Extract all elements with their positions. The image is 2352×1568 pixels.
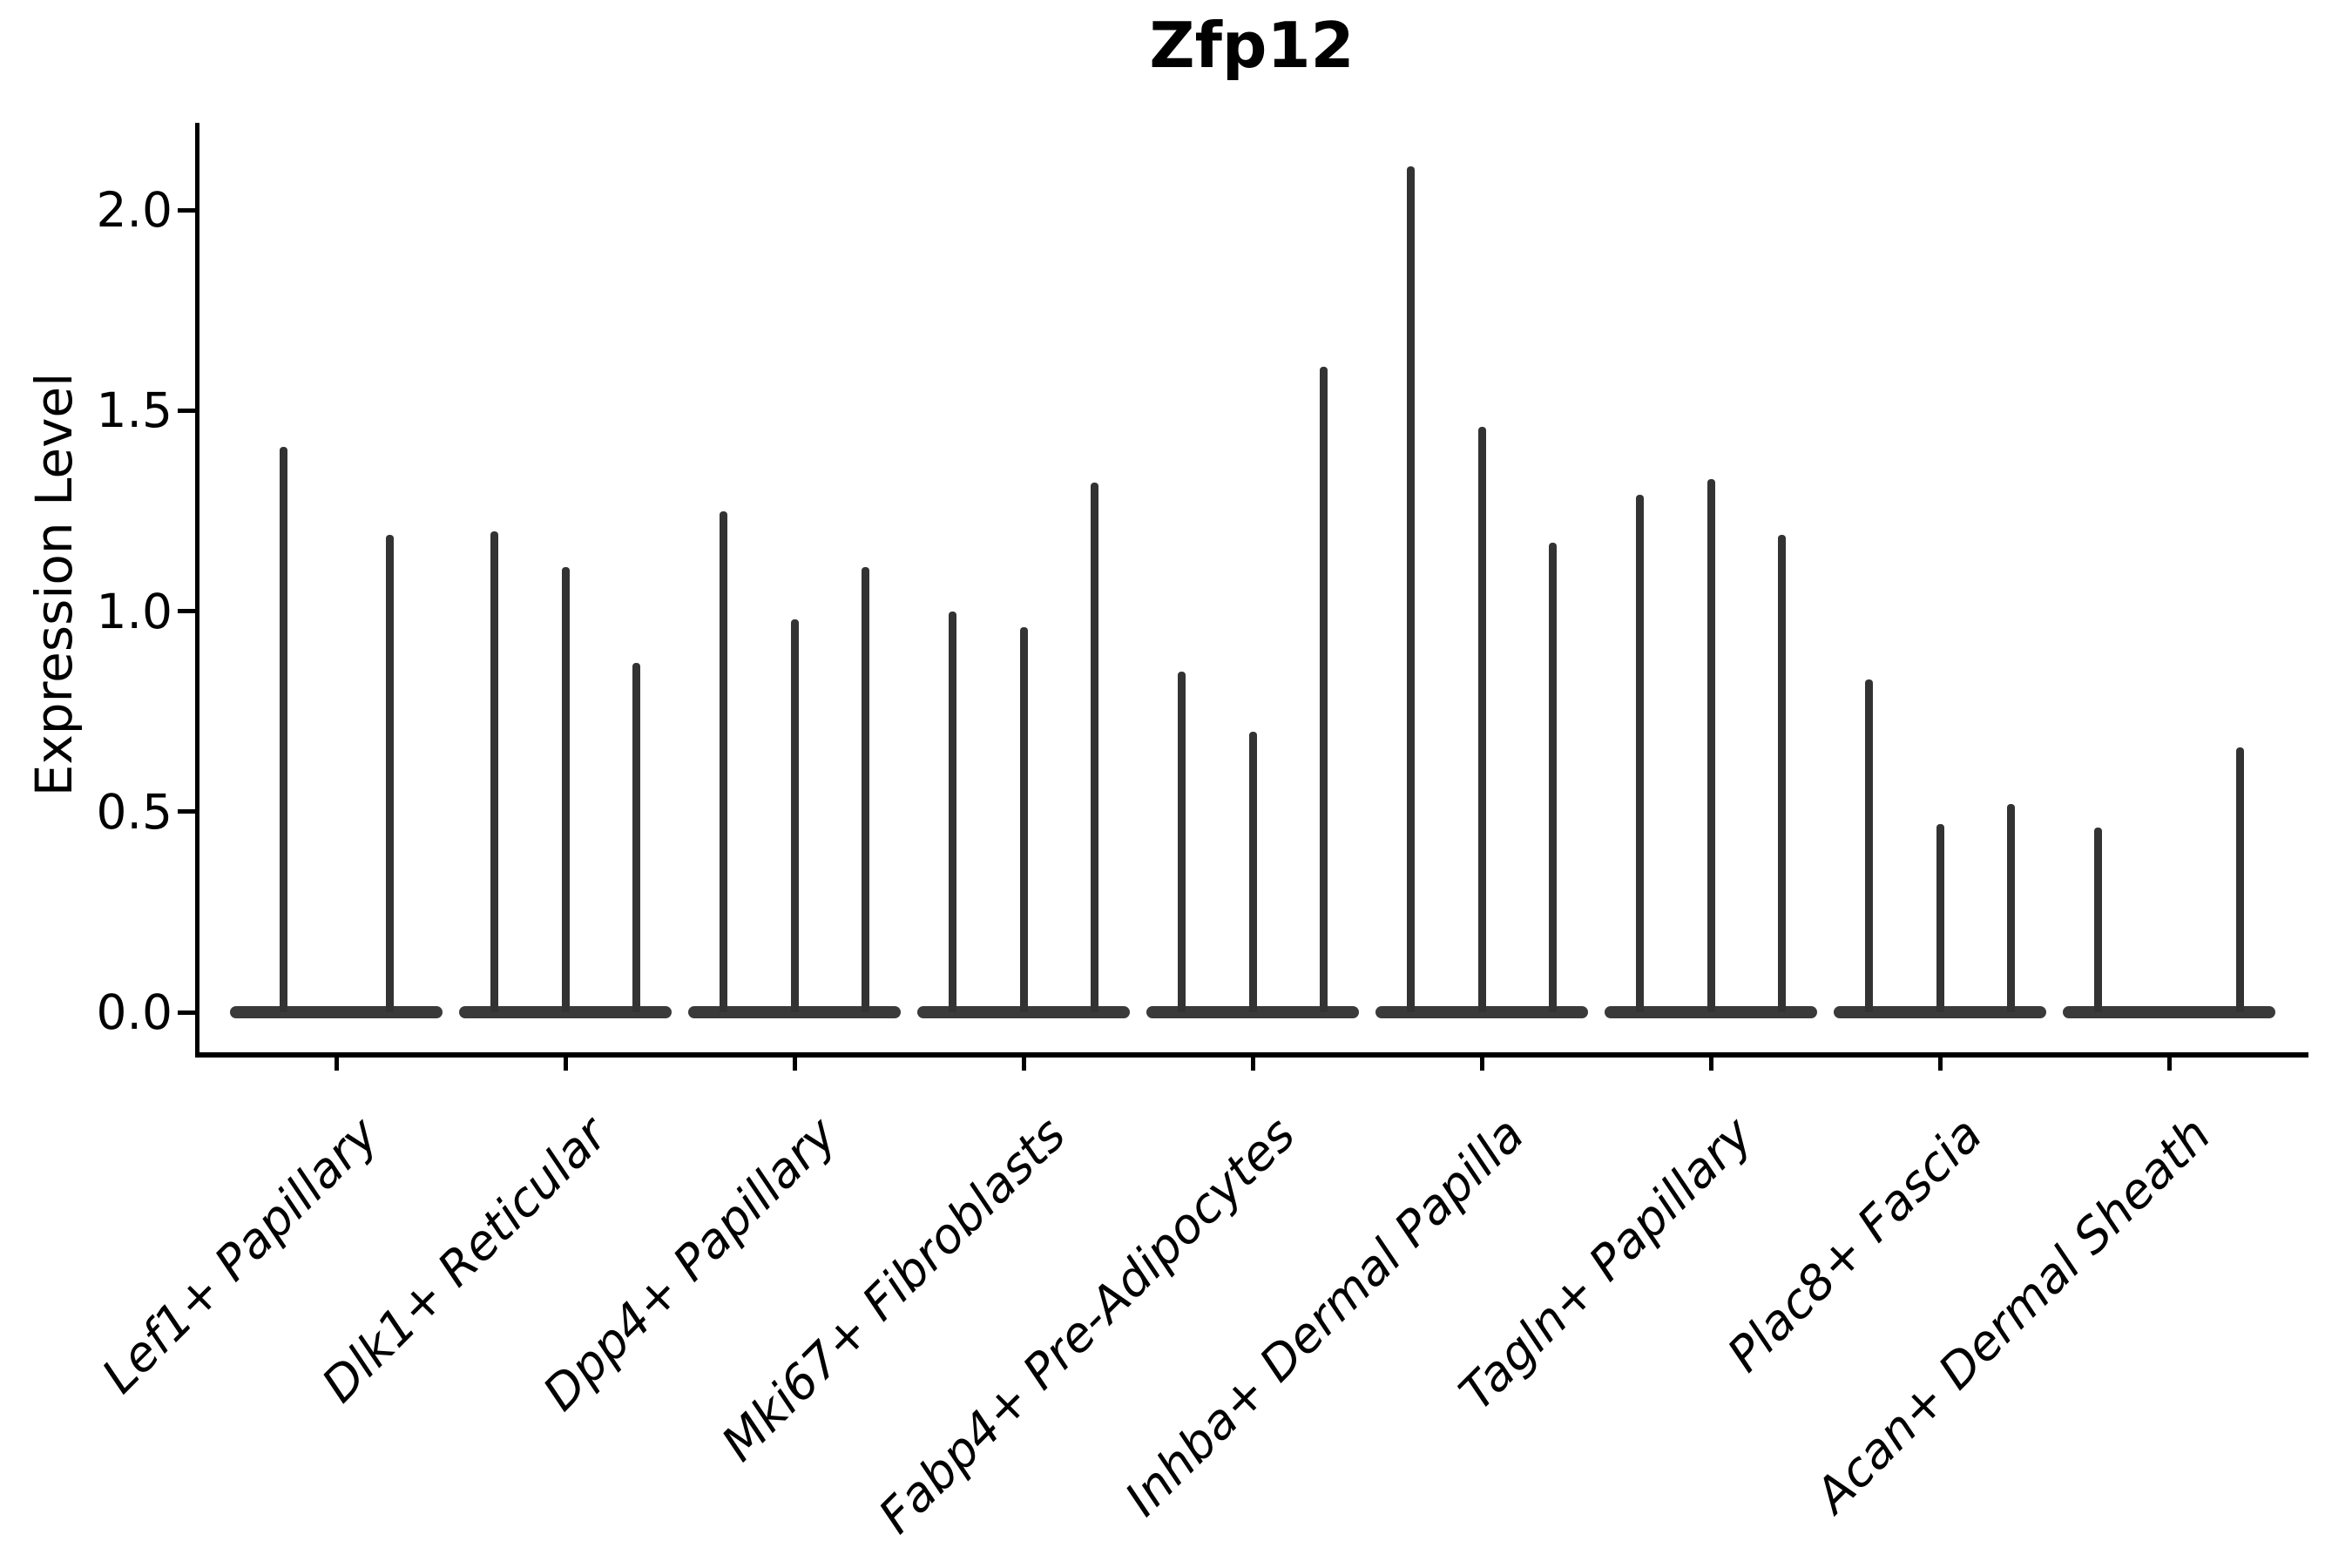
- violin-spike: [1319, 366, 1328, 1012]
- x-tick: [1021, 1057, 1026, 1071]
- y-tick-label: 0.5: [96, 783, 172, 840]
- x-tick: [1479, 1057, 1484, 1071]
- violin-base: [2063, 1006, 2275, 1018]
- violin-spike: [490, 531, 499, 1012]
- y-tick-label: 1.0: [96, 583, 172, 639]
- violin-spike: [279, 446, 287, 1012]
- violin-base: [1605, 1006, 1817, 1018]
- violin-base: [459, 1006, 672, 1018]
- violin-spike: [1407, 166, 1416, 1012]
- y-tick: [178, 1010, 195, 1015]
- y-tick: [178, 207, 195, 213]
- y-tick-label: 2.0: [96, 182, 172, 239]
- x-tick: [792, 1057, 797, 1071]
- violin-spike: [720, 510, 728, 1012]
- x-tick-label: Acan+ Dermal Sheath: [1804, 1106, 2222, 1524]
- y-tick: [178, 609, 195, 614]
- plot-title: Zfp12: [1149, 9, 1355, 82]
- violin-spike: [949, 611, 957, 1012]
- x-tick: [1937, 1057, 1943, 1071]
- violin-base: [1146, 1006, 1359, 1018]
- violin-spike: [2094, 828, 2103, 1012]
- violin-spike: [1636, 495, 1645, 1012]
- violin-spike: [561, 566, 570, 1012]
- violin-spike: [1477, 426, 1486, 1012]
- violin-spike: [632, 663, 640, 1012]
- y-tick: [178, 809, 195, 814]
- violin-base: [688, 1006, 901, 1018]
- violin-base: [1834, 1006, 2046, 1018]
- x-tick: [1250, 1057, 1255, 1071]
- violin-spike: [2006, 803, 2015, 1012]
- violin-spike: [1090, 483, 1098, 1012]
- y-axis-spine: [195, 123, 199, 1058]
- violin-base: [917, 1006, 1130, 1018]
- violin-spike: [1548, 543, 1557, 1012]
- violin-spike: [861, 566, 869, 1012]
- x-tick-label: Inhba+ Dermal Papilla: [1113, 1106, 1535, 1527]
- violin-spike: [1707, 478, 1715, 1012]
- violin-spike: [385, 535, 394, 1012]
- x-tick: [1708, 1057, 1713, 1071]
- y-tick: [178, 408, 195, 413]
- x-tick: [334, 1057, 339, 1071]
- x-axis-spine: [195, 1052, 2308, 1058]
- violin-spike: [1777, 535, 1786, 1012]
- violin-spike: [790, 618, 799, 1012]
- violin-spike: [1865, 679, 1874, 1012]
- violin-spike: [1019, 627, 1028, 1012]
- violin-spike: [1248, 731, 1257, 1012]
- violin-base: [230, 1006, 443, 1018]
- y-tick-label: 1.5: [96, 382, 172, 439]
- violin-spike: [1936, 823, 1944, 1012]
- x-tick-label: Fabp4+ Pre-Adipocytes: [867, 1106, 1306, 1544]
- violin-base: [1375, 1006, 1588, 1018]
- x-tick: [563, 1057, 568, 1071]
- y-tick-label: 0.0: [96, 984, 172, 1040]
- violin-spike: [1178, 671, 1186, 1012]
- violin-spike: [2235, 747, 2244, 1012]
- x-tick: [2166, 1057, 2172, 1071]
